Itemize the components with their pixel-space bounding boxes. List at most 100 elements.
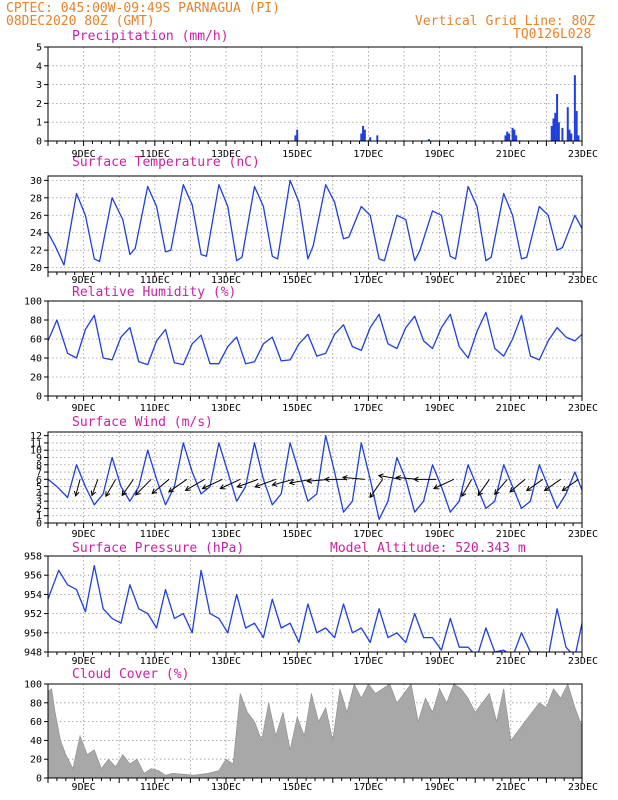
temp-xtick-label: 9DEC bbox=[72, 275, 96, 286]
wind-arrow-head bbox=[306, 478, 313, 484]
cloud-xtick-label: 21DEC bbox=[496, 782, 526, 793]
temp-xtick-label: 13DEC bbox=[211, 275, 241, 286]
rh-xtick-label: 17DEC bbox=[353, 403, 383, 414]
precip-bar bbox=[556, 94, 559, 141]
press-xtick-label: 9DEC bbox=[72, 656, 96, 667]
wind-arrow-shaft bbox=[526, 478, 544, 491]
wind-arrow-head bbox=[395, 474, 402, 481]
pressure-title: Surface Pressure (hPa) bbox=[72, 541, 244, 556]
wind-ytick-label: 6 bbox=[36, 475, 42, 486]
humidity-title: Relative Humidity (%) bbox=[72, 285, 236, 300]
precip-bar bbox=[568, 129, 571, 141]
rh-series-line bbox=[48, 311, 582, 366]
wind-arrow bbox=[184, 478, 205, 491]
wind-arrows-group bbox=[73, 473, 579, 499]
cloud-data bbox=[48, 684, 582, 778]
wind-arrow-head bbox=[167, 487, 174, 493]
wind-ytick-label: 9 bbox=[36, 453, 42, 464]
press-xtick-label: 21DEC bbox=[496, 656, 526, 667]
wind-arrow-shaft bbox=[202, 478, 223, 490]
cloud-cover-area bbox=[48, 684, 582, 778]
cloud-xtick-label: 11DEC bbox=[140, 782, 170, 793]
temp-xtick-label: 17DEC bbox=[353, 275, 383, 286]
temp-xtick-label: 21DEC bbox=[496, 275, 526, 286]
precip-frame bbox=[47, 46, 583, 142]
press-data bbox=[48, 564, 582, 652]
cloud-ytick-label: 60 bbox=[30, 717, 42, 728]
wind-arrow-head bbox=[105, 491, 111, 498]
wind-arrow bbox=[432, 478, 455, 490]
wind-arrow-head bbox=[73, 490, 80, 497]
wind-arrow bbox=[134, 478, 152, 496]
wind-ytick-label: 11 bbox=[30, 438, 42, 449]
precip-xtick-label: 13DEC bbox=[211, 149, 241, 160]
wind-arrow-head bbox=[369, 492, 375, 499]
wind-ytick-label: 8 bbox=[36, 460, 42, 471]
wind-ytick-label: 12 bbox=[30, 431, 42, 442]
wind-arrow bbox=[271, 478, 294, 487]
press-ytick-label: 956 bbox=[24, 571, 42, 582]
wind-arrow-head bbox=[254, 482, 261, 489]
precip-bar bbox=[570, 133, 573, 141]
press-panel: 948 950 952 954 956 958 9DEC 11DEC 13DEC 15DEC 17D… bbox=[24, 552, 598, 668]
cloud-xtick-label: 9DEC bbox=[72, 782, 96, 793]
header-code: TQ0126L028 bbox=[513, 27, 591, 42]
wind-arrow-shaft bbox=[168, 478, 188, 493]
rh-data bbox=[48, 311, 582, 366]
wind-arrow bbox=[493, 478, 508, 496]
precip-bar bbox=[515, 135, 518, 141]
cloud-xtick-label: 23DEC bbox=[568, 782, 598, 793]
precip-bar bbox=[577, 135, 580, 141]
precip-ytick-label: 2 bbox=[36, 99, 42, 110]
rh-ytick-label: 100 bbox=[24, 297, 42, 308]
precip-xtick-label: 23DEC bbox=[568, 149, 598, 160]
wind-xtick-label: 17DEC bbox=[353, 529, 383, 540]
temp-xtick-label: 19DEC bbox=[425, 275, 455, 286]
precip-ytick-label: 3 bbox=[36, 80, 42, 91]
wind-arrow bbox=[254, 478, 277, 489]
temp-ytick-label: 22 bbox=[30, 246, 42, 257]
wind-arrow bbox=[412, 476, 437, 483]
wind-arrow-shaft bbox=[220, 478, 241, 490]
rh-xtick-label: 19DEC bbox=[425, 403, 455, 414]
precip-xtick-label: 9DEC bbox=[72, 149, 96, 160]
wind-series-line bbox=[48, 434, 582, 521]
precip-bar bbox=[554, 112, 557, 141]
precip-xtick-label: 17DEC bbox=[353, 149, 383, 160]
precip-bar bbox=[363, 129, 366, 141]
wind-arrow-head bbox=[323, 476, 330, 483]
wind-arrow-head bbox=[412, 476, 419, 483]
precipitation-title: Precipitation (mm/h) bbox=[72, 29, 229, 44]
temp-xtick-label: 23DEC bbox=[568, 275, 598, 286]
wind-arrow-head bbox=[432, 484, 439, 490]
temp-panel: 20 22 24 26 28 30 9DEC 11DEC 13DEC 15DEC 17DEC 19DE… bbox=[30, 175, 598, 286]
wind-arrow-shaft bbox=[477, 479, 490, 496]
cloud-ytick-label: 0 bbox=[36, 774, 42, 785]
wind-ytick-label: 10 bbox=[30, 446, 42, 457]
precip-xtick-label: 21DEC bbox=[496, 149, 526, 160]
wind-xtick-label: 9DEC bbox=[72, 529, 96, 540]
wind-ytick-label: 2 bbox=[36, 504, 42, 515]
temp-xtick-label: 11DEC bbox=[140, 275, 170, 286]
precip-ytick-label: 0 bbox=[36, 137, 42, 148]
header-datetime: 08DEC2020 80Z (GMT) bbox=[6, 14, 155, 29]
cloud-ytick-label: 100 bbox=[24, 680, 42, 691]
rh-ytick-label: 40 bbox=[30, 354, 42, 365]
precip-bar bbox=[508, 133, 511, 141]
press-xtick-label: 13DEC bbox=[211, 656, 241, 667]
wind-arrow bbox=[90, 479, 99, 497]
precip-bar bbox=[511, 127, 514, 141]
press-ytick-label: 954 bbox=[24, 590, 42, 601]
temp-ytick-label: 26 bbox=[30, 211, 42, 222]
wind-xtick-label: 19DEC bbox=[425, 529, 455, 540]
precip-ytick-label: 1 bbox=[36, 118, 42, 129]
precip-panel: 0 1 2 3 4 5 9DEC 11DEC 13DEC 15DEC 17DEC 19DEC 21DEC… bbox=[36, 43, 598, 161]
precip-bar bbox=[566, 107, 569, 141]
wind-arrow-head bbox=[477, 490, 483, 497]
press-xtick-label: 11DEC bbox=[140, 656, 170, 667]
wind-ytick-label: 4 bbox=[36, 489, 42, 500]
precip-xtick-label: 15DEC bbox=[282, 149, 312, 160]
wind-arrow-head bbox=[341, 474, 348, 481]
